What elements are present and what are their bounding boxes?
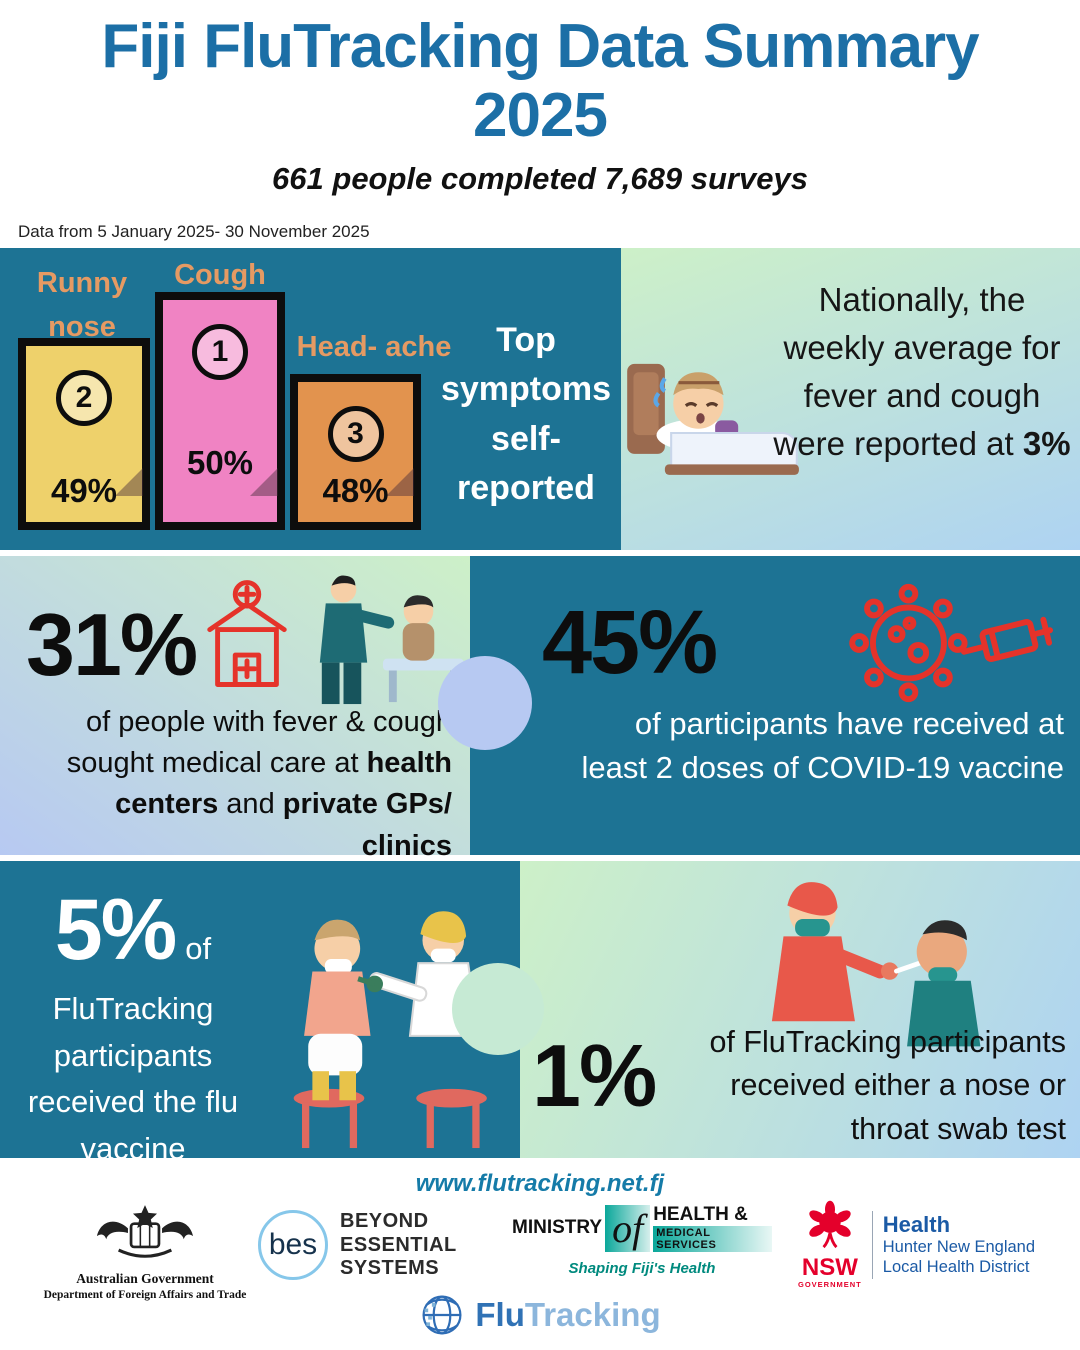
bar-runny-nose: 2 49% [18,338,150,530]
chart-title-line: symptoms [440,370,612,409]
top-symptoms-section: Runny nose Cough Head- ache 2 49% 1 50% … [0,248,1080,550]
doctor-patient-illustration [319,575,464,705]
moh-of: of [605,1204,651,1252]
chart-title: Top symptoms self- reported [428,316,624,513]
page-title-line1: Fiji FluTracking Data Summary [101,12,979,81]
rank-number: 2 [75,381,93,414]
page-title: Fiji FluTracking Data Summary 2025 [0,0,1080,151]
chart-title-line: reported [457,468,595,507]
bar-value-headache: 48% [322,472,389,509]
flu-vaccine-stat: 5% [54,882,177,978]
flu-vaccine-text: FluTracking participants received the fl… [27,991,239,1166]
header: Fiji FluTracking Data Summary 2025 661 p… [0,0,1080,248]
flu-vaccine-block: 5% of FluTracking participants received t… [16,881,250,1172]
bar-label-cough: Cough [174,259,266,291]
moh-health: HEALTH & [653,1204,748,1225]
nsw-health-text: Health Hunter New England Local Health D… [883,1212,1035,1278]
fold-decoration [250,468,278,496]
swab-test-stat: 1% [532,1026,657,1125]
national-average-panel: Nationally, the weekly average for fever… [621,248,1080,550]
sick-person-illustration [627,363,799,475]
flu-vaccine-panel: 5% of FluTracking participants received t… [0,861,520,1166]
medical-care-bold-2: private GPs/ clinics [282,788,452,862]
fold-decoration [115,468,143,496]
website-link[interactable]: www.flutracking.net.fj [415,1170,665,1197]
nsw-government-mark: NSW GOVERNMENT [798,1200,862,1289]
covid-vaccine-stat: 45% [542,593,718,693]
chart-title-line: Top [496,321,556,359]
nsw-abbr: NSW [801,1254,858,1281]
page-title-line2: 2025 [473,81,608,151]
bes-name-line: SYSTEMS [340,1257,440,1280]
medical-care-text-2: and [218,788,283,821]
flu-and-swab-section: 5% of FluTracking participants received t… [0,861,1080,1166]
bar-label-runny-nose: Runny nose [36,267,128,343]
swab-test-panel: 1% of FluTracking participants received … [520,861,1080,1158]
rank-number: 1 [211,335,229,368]
bar-cough: 1 50% [155,292,285,530]
rank-badge-headache: 3 [327,406,384,462]
rank-badge-runny-nose: 2 [56,370,112,426]
care-and-covid-section: 31% [0,556,1080,862]
nsw-gov-word: GOVERNMENT [798,1280,862,1289]
bes-logo: bes BEYOND ESSENTIAL SYSTEMS [258,1210,457,1281]
fold-decoration [386,468,414,496]
bes-name-line: ESSENTIAL [340,1233,457,1256]
survey-count-subtitle: 661 people completed 7,689 surveys [272,160,808,196]
footer: www.flutracking.net.fj Australian Govern… [0,1158,1080,1350]
moh-tagline: Shaping Fiji's Health [568,1260,716,1277]
national-average-text: Nationally, the weekly average for fever… [773,276,1071,467]
nsw-health-word: Health [882,1211,951,1237]
ausgov-line2: Department of Foreign Affairs and Trade [43,1289,247,1301]
covid-vaccine-panel: 45% of participants have received at lea… [470,556,1080,855]
globe-icon [422,1295,462,1335]
date-range-label: Data from 5 January 2025- 30 November 20… [18,222,370,241]
national-average-text-plain: Nationally, the weekly average for fever… [773,281,1061,462]
bes-circle-icon: bes [258,1210,328,1281]
virus-syringe-icon [849,583,1053,703]
covid-vaccine-text: of participants have received at least 2… [581,706,1064,786]
nsw-health-logo: NSW GOVERNMENT Health Hunter New England… [798,1200,1035,1289]
bar-value-runny-nose: 49% [50,472,118,509]
moh-ministry: MINISTRY [512,1217,603,1238]
bes-name-line: BEYOND [340,1210,429,1232]
symptoms-chart-panel: Runny nose Cough Head- ache 2 49% 1 50% … [0,248,621,550]
hospital-icon [207,580,287,687]
flu-vaccine-of: of [185,931,212,966]
flutracking-logo: FluTracking [0,1292,1080,1338]
rank-number: 3 [347,417,364,450]
swab-test-text: of FluTracking participants received eit… [709,1025,1066,1146]
ministry-of-health-logo: MINISTRY of HEALTH & MEDICAL SERVICES Sh… [512,1204,772,1277]
bes-name: BEYOND ESSENTIAL SYSTEMS [340,1210,457,1281]
swab-test-illustration [771,882,981,1047]
flutracking-word-flu: Flu [475,1296,525,1333]
australian-government-logo: Australian Government Department of Fore… [40,1202,250,1301]
waratah-icon [809,1200,851,1249]
medical-care-bold-1: health centers [115,747,452,821]
bar-value-cough: 50% [186,444,254,481]
nsw-divider [871,1210,873,1279]
medical-care-text: of people with fever & cough sought medi… [20,702,452,867]
puzzle-tab-decoration [438,656,532,750]
nsw-district-line: Hunter New England [882,1238,1036,1257]
medical-care-text-1: of people with fever & cough sought medi… [66,706,452,780]
chart-title-line: self- [491,419,561,458]
national-average-stat: 3% [1022,424,1071,462]
puzzle-tab-decoration [452,963,544,1055]
nsw-district-line: Local Health District [882,1258,1030,1277]
flutracking-word-tracking: Tracking [524,1296,661,1333]
medical-care-panel: 31% [0,556,470,862]
moh-services: MEDICAL SERVICES [653,1226,772,1252]
bar-headache: 3 48% [290,374,421,530]
bar-label-headache: Head- ache [296,331,452,363]
medical-care-stat: 31% [26,595,198,694]
ausgov-line1: Australian Government [76,1271,214,1286]
australian-crest-icon [96,1205,194,1258]
rank-badge-cough: 1 [192,324,248,380]
